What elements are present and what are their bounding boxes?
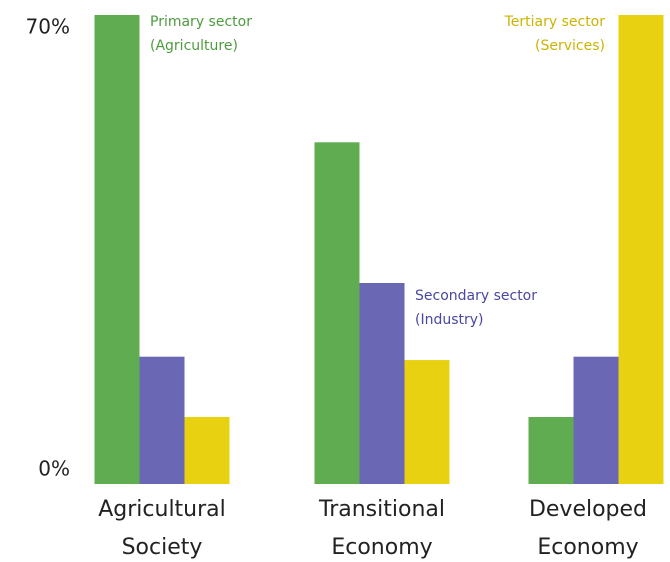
bar xyxy=(618,15,664,484)
series-label: Secondary sector (Industry) xyxy=(415,288,538,328)
series-label: Tertiary sector (Services) xyxy=(504,14,605,54)
bar xyxy=(139,356,185,484)
bar xyxy=(314,142,360,485)
x-tick-label: Developed Economy xyxy=(528,497,648,560)
bar xyxy=(184,417,230,484)
bar xyxy=(573,356,619,484)
x-tick-label: Agricultural Society xyxy=(98,497,226,560)
bar xyxy=(94,15,140,484)
bar xyxy=(528,417,574,484)
x-tick-label: Transitional Economy xyxy=(319,497,445,560)
bar xyxy=(359,283,405,484)
series-label: Primary sector (Agriculture) xyxy=(150,14,252,54)
bar xyxy=(404,360,450,484)
y-tick-label: 70% xyxy=(26,15,70,39)
y-tick-label: 0% xyxy=(38,457,70,481)
